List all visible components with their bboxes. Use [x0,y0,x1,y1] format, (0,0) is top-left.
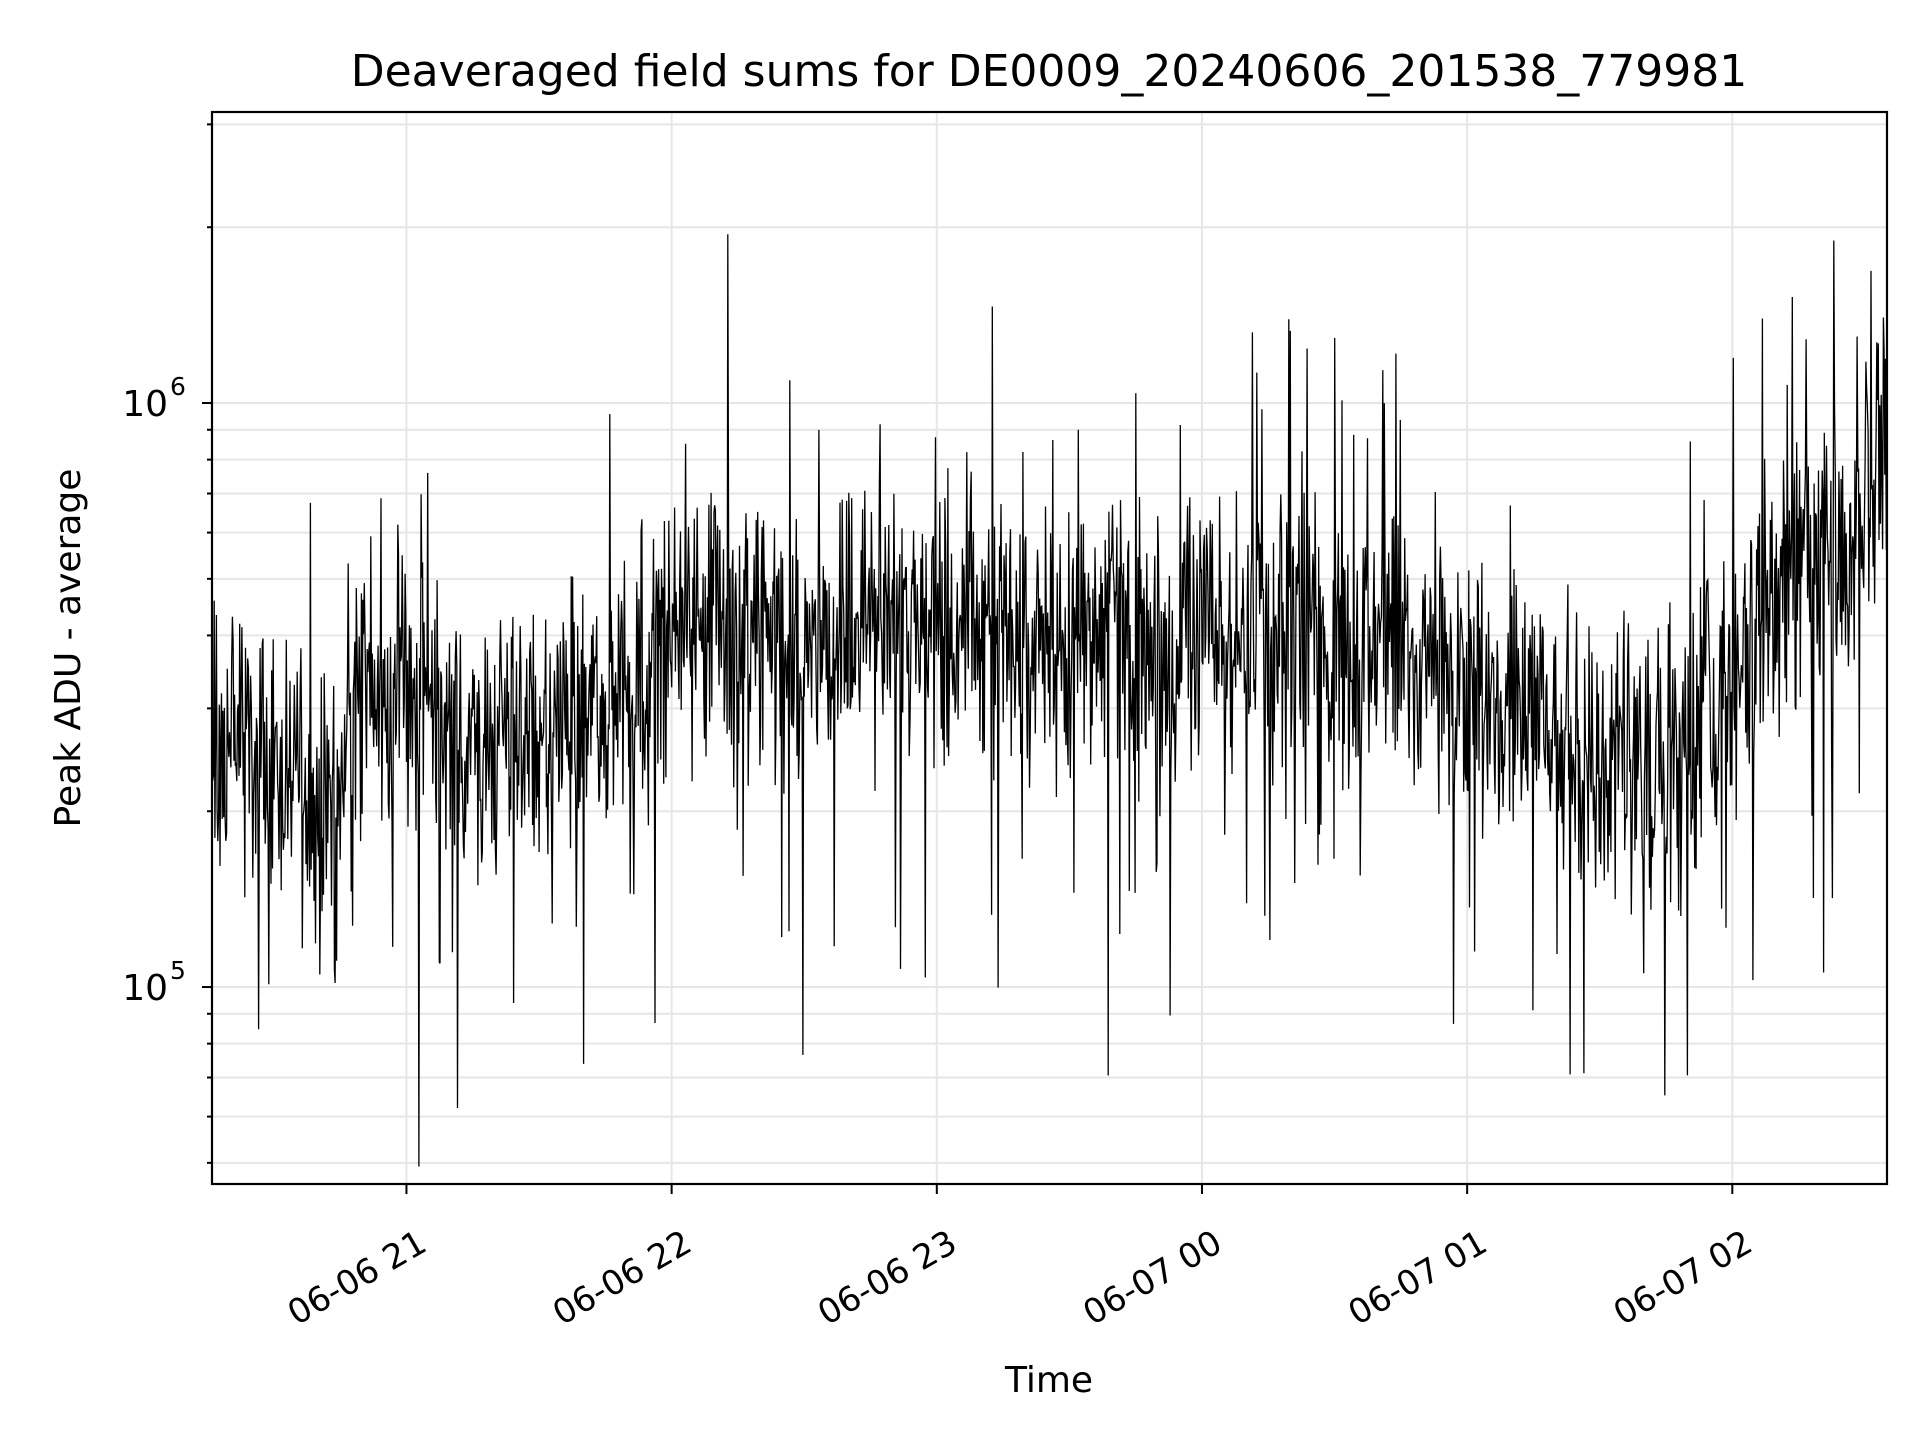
y-tick-base: 10 [122,384,168,425]
y-tick-base: 10 [122,968,168,1009]
chart-title: Deaveraged field sums for DE0009_2024060… [351,46,1748,97]
series-layer [211,234,1888,1167]
series-line [211,234,1888,1167]
y-tick-exponent: 5 [170,956,186,985]
x-axis-label: Time [1004,1360,1093,1401]
plot-frame [210,110,1889,1186]
y-tick-label: 10 5 [122,956,186,1009]
y-tick-label: 10 6 [122,372,186,425]
y-tick-exponent: 6 [170,372,186,401]
y-axis-label: Peak ADU - average [48,469,89,828]
